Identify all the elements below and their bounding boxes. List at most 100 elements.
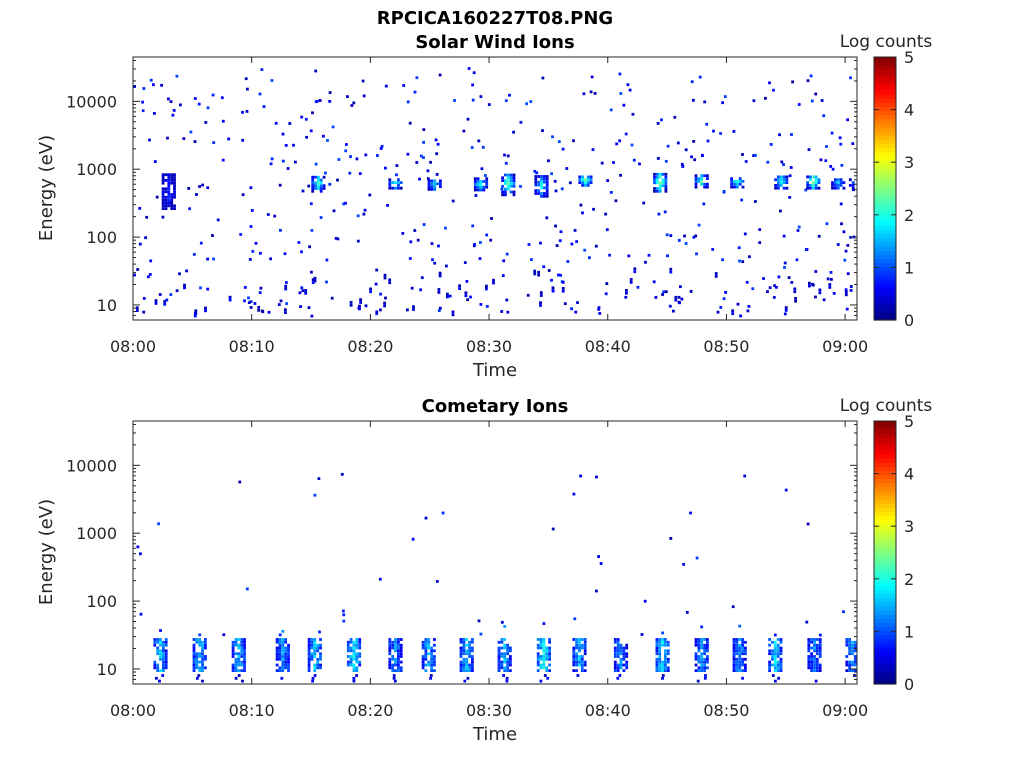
heatmap-cell: [476, 180, 480, 183]
heatmap-cell: [471, 669, 474, 672]
heatmap-cell: [433, 657, 436, 661]
heatmap-cell: [578, 660, 581, 664]
heatmap-cell: [243, 299, 246, 303]
heatmap-cell: [503, 646, 507, 650]
heatmap-cell: [156, 666, 160, 670]
colorbar-segment: [874, 601, 896, 607]
heatmap-cell: [485, 305, 489, 308]
heatmap-cell: [304, 117, 308, 121]
heatmap-cell: [419, 154, 423, 158]
heatmap-cell: [397, 660, 400, 664]
heatmap-cell: [287, 655, 290, 658]
x-tick-label: 08:10: [229, 701, 275, 720]
heatmap-cell: [818, 666, 822, 670]
heatmap-cell: [509, 190, 513, 194]
heatmap-cell: [201, 657, 204, 661]
heatmap-cell: [388, 186, 392, 190]
colorbar-segment: [874, 299, 896, 305]
heatmap-cell: [773, 633, 777, 637]
heatmap-cell: [231, 669, 235, 672]
heatmap-cell: [161, 198, 165, 202]
heatmap-cell: [578, 649, 581, 653]
heatmap-cell: [319, 666, 322, 670]
heatmap-cell: [441, 511, 445, 515]
heatmap-cell: [690, 155, 693, 159]
heatmap-cell: [738, 177, 742, 180]
heatmap-cell: [269, 162, 273, 166]
heatmap-cell: [744, 640, 747, 644]
colorbar-tick-label: 4: [904, 465, 914, 484]
heatmap-cell: [530, 258, 533, 261]
heatmap-cell: [782, 234, 786, 238]
colorbar-segment: [874, 204, 896, 210]
heatmap-cell: [274, 121, 278, 125]
heatmap-cell: [697, 180, 701, 183]
heatmap-cell: [198, 669, 202, 672]
heatmap-cell: [270, 79, 274, 82]
heatmap-cell: [317, 477, 321, 480]
heatmap-cell: [842, 186, 846, 190]
heatmap-cell: [616, 652, 620, 656]
heatmap-cell: [534, 189, 538, 192]
heatmap-cell: [561, 147, 565, 151]
heatmap-cell: [266, 213, 270, 216]
heatmap-cell: [201, 666, 204, 670]
heatmap-cell: [352, 669, 356, 672]
heatmap-cell: [597, 306, 601, 309]
heatmap-cell: [845, 655, 849, 658]
heatmap-cell: [245, 110, 249, 113]
heatmap-cell: [542, 652, 546, 656]
heatmap-cell: [313, 640, 317, 644]
heatmap-cell: [735, 666, 739, 670]
heatmap-cell: [721, 101, 724, 105]
heatmap-cell: [741, 643, 744, 647]
heatmap-cell: [735, 649, 739, 653]
heatmap-cell: [378, 577, 382, 581]
heatmap-cell: [394, 638, 397, 641]
heatmap-cell: [813, 638, 816, 641]
heatmap-cell: [559, 273, 562, 277]
heatmap-cell: [352, 101, 356, 105]
heatmap-cell: [310, 657, 314, 661]
heatmap-cell: [206, 186, 210, 190]
heatmap-cell: [411, 537, 415, 541]
heatmap-cell: [240, 660, 244, 664]
heatmap-cell: [234, 663, 238, 667]
heatmap-cell: [597, 555, 600, 558]
heatmap-cell: [243, 657, 246, 661]
heatmap-cell: [539, 663, 543, 667]
heatmap-cell: [240, 649, 244, 653]
heatmap-cell: [275, 638, 279, 641]
heatmap-cell: [591, 148, 595, 151]
heatmap-cell: [834, 186, 837, 190]
heatmap-cell: [422, 156, 425, 159]
heatmap-cell: [694, 657, 698, 661]
heatmap-cell: [843, 258, 847, 262]
heatmap-cell: [653, 178, 656, 182]
heatmap-cell: [358, 304, 361, 308]
heatmap-cell: [853, 663, 857, 667]
heatmap-cell: [700, 177, 704, 180]
heatmap-cell: [465, 657, 469, 661]
heatmap-cell: [424, 657, 428, 661]
heatmap-cell: [575, 643, 578, 647]
heatmap-cell: [231, 663, 235, 667]
heatmap-cell: [819, 158, 823, 162]
heatmap-cell: [609, 108, 613, 112]
heatmap-cell: [842, 181, 846, 184]
heatmap-cell: [201, 643, 204, 647]
heatmap-cell: [198, 660, 202, 664]
heatmap-cell: [234, 669, 238, 672]
heatmap-cell: [307, 306, 311, 309]
heatmap-cell: [471, 83, 474, 87]
heatmap-cell: [399, 649, 403, 653]
heatmap-cell: [479, 185, 483, 189]
heatmap-cell: [737, 246, 741, 250]
heatmap-cell: [430, 646, 433, 650]
heatmap-cell: [199, 241, 203, 245]
heatmap-cell: [661, 184, 665, 188]
heatmap-cell: [212, 257, 215, 261]
heatmap-cell: [307, 649, 311, 653]
heatmap-cell: [624, 132, 628, 136]
